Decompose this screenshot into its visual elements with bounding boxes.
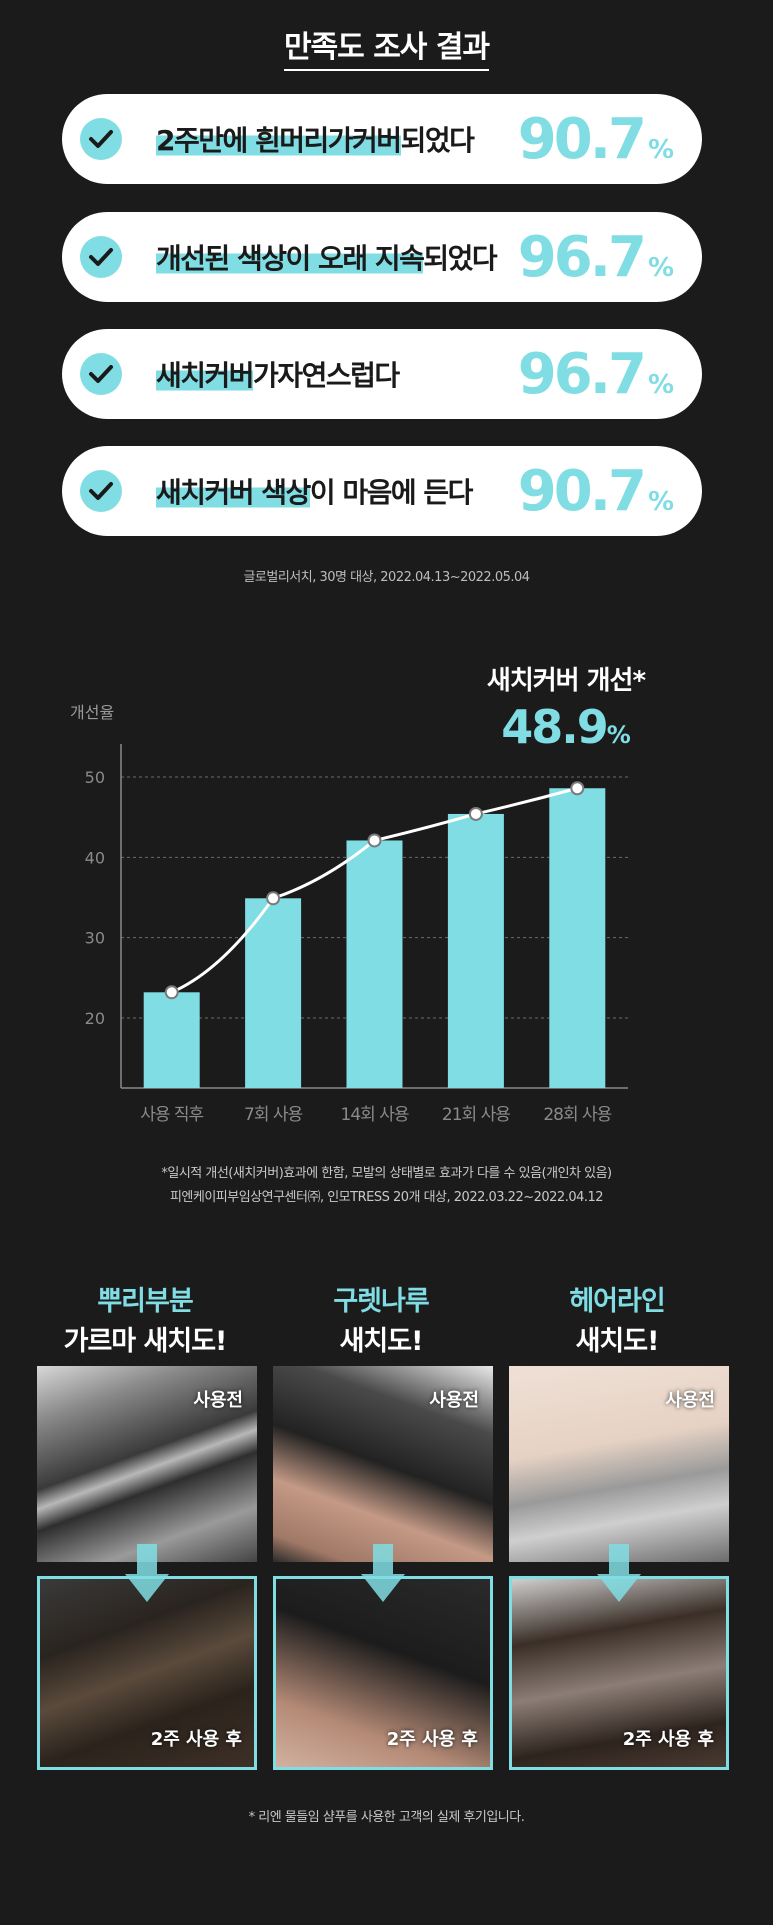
x-tick-label: 14회 사용 [341, 1105, 409, 1125]
after-label: 2주 사용 후 [386, 1729, 478, 1750]
x-tick-label: 28회 사용 [543, 1105, 611, 1125]
after-photo: 2주 사용 후 [37, 1576, 257, 1770]
check-icon [80, 118, 122, 160]
chart-headline: 새치커버 개선* [486, 666, 646, 696]
arrow-down-icon [597, 1544, 641, 1602]
x-tick-label: 7회 사용 [244, 1105, 302, 1125]
after-label: 2주 사용 후 [150, 1729, 242, 1750]
footnote: * 리엔 물들임 샴푸를 사용한 고객의 실제 후기입니다. [248, 1810, 525, 1825]
stat-value: 96.7% [517, 341, 674, 407]
note-line-2: 피엔케이피부임상연구센터㈜, 인모TRESS 20개 대상, 2022.03.2… [169, 1190, 604, 1205]
stat-text: 새치커버가자연스럽다 [156, 359, 400, 392]
stat-text: 2주만에 흰머리가커버되었다 [156, 124, 475, 157]
chart-headline-value: 48.9% [501, 700, 631, 754]
y-tick-label: 40 [85, 848, 105, 867]
trend-point [468, 806, 483, 821]
stat-value: 96.7% [517, 224, 674, 290]
stat-value: 90.7% [517, 458, 674, 524]
check-icon [80, 353, 122, 395]
arrow-down-icon [125, 1544, 169, 1602]
stat-value: 90.7% [517, 106, 674, 172]
bar [549, 788, 606, 1088]
before-label: 사용전 [665, 1390, 715, 1411]
bar [245, 898, 302, 1088]
chart-notes: *일시적 개선(새치커버)효과에 한함, 모발의 상태별로 효과가 다를 수 있… [0, 1162, 773, 1210]
stat-row: 새치커버가자연스럽다 96.7% [62, 329, 702, 419]
case-title: 헤어라인 새치도! [569, 1286, 665, 1357]
stat-row: 개선된 색상이 오래 지속되었다 96.7% [62, 212, 702, 302]
check-icon [80, 236, 122, 278]
y-tick-label: 30 [85, 929, 105, 948]
trend-point [367, 833, 382, 848]
bar [447, 813, 504, 1088]
check-icon [80, 470, 122, 512]
survey-source: 글로벌리서치, 30명 대상, 2022.04.13~2022.05.04 [243, 570, 530, 585]
before-photo: 사용전 [37, 1366, 257, 1562]
stat-text: 새치커버 색상이 마음에 든다 [156, 476, 473, 509]
bar [143, 992, 200, 1088]
trend-point [570, 781, 585, 796]
stat-text: 개선된 색상이 오래 지속되었다 [156, 242, 498, 275]
x-tick-label: 사용 직후 [140, 1105, 203, 1125]
before-label: 사용전 [193, 1390, 243, 1411]
case-title: 구렛나루 새치도! [333, 1286, 429, 1357]
y-axis-label: 개선율 [70, 703, 114, 722]
after-photo: 2주 사용 후 [273, 1576, 493, 1770]
trend-point [164, 985, 179, 1000]
x-tick-label: 21회 사용 [442, 1105, 510, 1125]
note-line-1: *일시적 개선(새치커버)효과에 한함, 모발의 상태별로 효과가 다를 수 있… [161, 1166, 612, 1181]
stat-row: 새치커버 색상이 마음에 든다 90.7% [62, 446, 702, 536]
before-photo: 사용전 [273, 1366, 493, 1562]
bar [346, 840, 403, 1088]
y-tick-label: 50 [85, 768, 105, 787]
improvement-chart: 개선율 20 30 40 50 사용 직후 7회 사용 14회 사용 21회 사용 28회 사용 [70, 703, 628, 1125]
trend-point [266, 891, 281, 906]
after-photo: 2주 사용 후 [509, 1576, 729, 1770]
before-label: 사용전 [429, 1390, 479, 1411]
y-tick-label: 20 [85, 1009, 105, 1028]
before-photo: 사용전 [509, 1366, 729, 1562]
stat-row: 2주만에 흰머리가커버되었다 90.7% [62, 94, 702, 184]
case-title: 뿌리부분 가르마 새치도! [63, 1286, 228, 1357]
after-label: 2주 사용 후 [622, 1729, 714, 1750]
survey-title: 만족도 조사 결과 [0, 22, 773, 71]
arrow-down-icon [361, 1544, 405, 1602]
